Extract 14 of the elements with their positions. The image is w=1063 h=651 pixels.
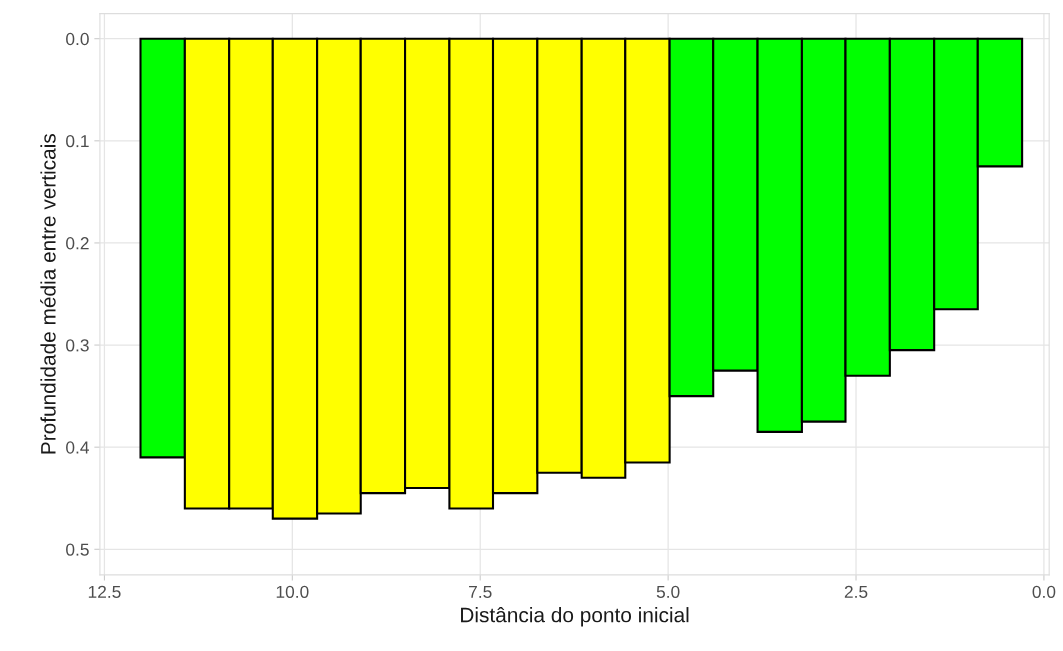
y-tick-label: 0.3 [66,339,89,352]
x-tick-label: 5.0 [656,585,680,598]
y-tick-label: 0.0 [66,32,89,46]
x-tick-label: 12.5 [88,585,121,598]
x-tick-label: 2.5 [844,585,868,598]
y-tick-label: 0.5 [66,543,89,556]
y-tick-label: 0.4 [66,441,89,454]
y-axis-title: Profundidade média entre verticais [40,134,56,454]
x-tick-label: 0.0 [1032,585,1056,598]
y-tick-label: 0.2 [66,237,89,250]
x-axis-title: Distância do ponto inicial [461,606,689,627]
y-tick-label: 0.1 [66,134,89,148]
x-tick-label: 7.5 [469,585,492,598]
x-tick-label: 10.0 [276,585,309,598]
